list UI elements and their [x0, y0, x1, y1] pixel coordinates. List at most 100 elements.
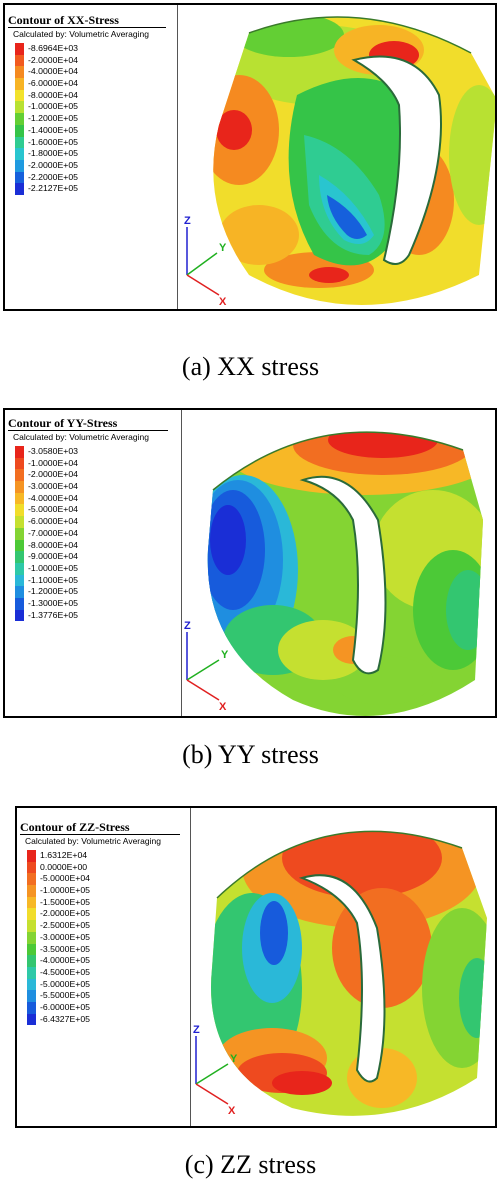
legend-swatch — [27, 896, 36, 909]
legend-level-label: -2.2000E+05 — [28, 171, 78, 182]
legend-swatch — [15, 516, 24, 528]
legend-entry: -3.0580E+03 — [15, 446, 78, 458]
legend-title-rule — [8, 27, 166, 28]
legend-entry: -1.5000E+05 — [27, 896, 90, 909]
legend-entry: -1.3000E+05 — [15, 597, 78, 610]
legend-swatch — [27, 978, 36, 991]
legend-swatch — [15, 539, 24, 552]
legend-swatch — [15, 504, 24, 517]
legend-swatch — [15, 136, 24, 149]
legend-swatch — [27, 920, 36, 932]
legend-level-label: -1.6000E+05 — [28, 136, 78, 147]
legend-subtitle: Calculated by: Volumetric Averaging — [13, 29, 149, 39]
coordinate-triad: Z Y X — [184, 620, 229, 713]
legend-swatch — [15, 586, 24, 598]
panel-divider — [181, 410, 182, 716]
legend-swatch — [15, 446, 24, 458]
legend-entry: -9.0000E+04 — [15, 551, 78, 563]
legend-swatch — [15, 124, 24, 137]
legend-entry: -2.0000E+04 — [15, 469, 78, 482]
legend-entry: -1.1000E+05 — [15, 574, 78, 587]
legend-zz: Contour of ZZ-Stress Calculated by: Volu… — [17, 808, 190, 1026]
legend-level-label: -1.0000E+05 — [28, 101, 78, 112]
legend-entry: -1.4000E+05 — [15, 124, 78, 137]
legend-title: Contour of XX-Stress — [8, 13, 119, 27]
legend-level-label: -7.0000E+04 — [28, 527, 78, 538]
axis-y-label: Y — [219, 242, 227, 254]
legend-title-rule — [8, 430, 168, 431]
legend-entry: -1.6000E+05 — [15, 136, 78, 149]
axis-x-label: X — [219, 701, 227, 713]
legend-level-label: -8.0000E+04 — [28, 89, 78, 100]
legend-swatch — [27, 1001, 36, 1014]
legend-entry: 0.0000E+00 — [27, 861, 90, 874]
legend-level-label: -8.0000E+04 — [28, 539, 78, 550]
legend-entry: -3.0000E+05 — [27, 931, 90, 944]
legend-entry: -1.3776E+05 — [15, 609, 78, 622]
legend-level-label: -3.0580E+03 — [28, 446, 78, 456]
axis-z-label: Z — [184, 215, 191, 227]
legend-level-label: -1.8000E+05 — [28, 148, 78, 159]
legend-entry: -2.2127E+05 — [15, 183, 78, 195]
color-scale: -8.6964E+03 -2.0000E+04 -4.0000E+04 -6.0000… — [15, 43, 78, 195]
legend-level-label: -9.0000E+04 — [28, 551, 78, 562]
legend-level-label: -4.0000E+04 — [28, 492, 78, 503]
legend-level-label: 1.6312E+04 — [40, 850, 88, 860]
legend-swatch — [15, 562, 24, 575]
legend-entry: 1.6312E+04 — [27, 850, 90, 862]
legend-swatch — [15, 481, 24, 493]
axis-z-label: Z — [184, 620, 191, 632]
legend-title: Contour of ZZ-Stress — [20, 820, 130, 834]
legend-level-label: -6.0000E+04 — [28, 78, 78, 89]
legend-level-label: -1.5000E+05 — [40, 896, 90, 907]
legend-xx: Contour of XX-Stress Calculated by: Volu… — [5, 5, 177, 195]
legend-swatch — [27, 943, 36, 956]
legend-level-label: -1.2000E+05 — [28, 586, 78, 597]
legend-swatch — [15, 159, 24, 172]
legend-entry: -1.0000E+05 — [15, 101, 78, 114]
color-scale: 1.6312E+04 0.0000E+00 -5.0000E+04 -1.0000E+… — [27, 850, 90, 1026]
legend-level-label: -6.0000E+05 — [40, 1001, 90, 1012]
figure-panel-zz: Contour of ZZ-Stress Calculated by: Volu… — [15, 806, 497, 1128]
legend-entry: -5.5000E+05 — [27, 990, 90, 1002]
legend-swatch — [27, 908, 36, 921]
legend-swatch — [27, 955, 36, 967]
legend-entry: -6.0000E+05 — [27, 1001, 90, 1014]
legend-entry: -5.0000E+04 — [15, 504, 78, 517]
legend-swatch — [27, 850, 36, 862]
legend-entry: -6.4327E+05 — [27, 1013, 90, 1026]
caption-b: (b) YY stress — [182, 740, 319, 769]
axis-x-label: X — [228, 1105, 236, 1117]
legend-level-label: -6.4327E+05 — [40, 1013, 90, 1024]
legend-level-label: -5.0000E+04 — [28, 504, 78, 515]
legend-level-label: -3.0000E+05 — [40, 931, 90, 942]
legend-level-label: -2.5000E+05 — [40, 920, 90, 931]
legend-level-label: -4.5000E+05 — [40, 966, 90, 977]
legend-level-label: -1.0000E+04 — [28, 457, 78, 468]
legend-subtitle: Calculated by: Volumetric Averaging — [13, 432, 149, 442]
legend-swatch — [15, 597, 24, 610]
legend-entry: -4.0000E+05 — [27, 955, 90, 967]
legend-title: Contour of YY-Stress — [8, 416, 118, 430]
legend-level-label: -3.5000E+05 — [40, 943, 90, 954]
legend-swatch — [27, 1013, 36, 1026]
legend-entry: -8.0000E+04 — [15, 539, 78, 552]
legend-level-label: -4.0000E+04 — [28, 66, 78, 77]
legend-swatch — [15, 113, 24, 125]
legend-swatch — [27, 861, 36, 874]
legend-swatch — [27, 931, 36, 944]
caption-a: (a) XX stress — [181, 352, 320, 381]
axis-y-label: Y — [230, 1053, 238, 1065]
legend-yy: Contour of YY-Stress Calculated by: Volu… — [5, 410, 181, 622]
legend-swatch — [15, 78, 24, 90]
contour-model-zz: Z Y X — [193, 830, 487, 1117]
legend-entry: -2.5000E+05 — [27, 920, 90, 932]
legend-entry: -6.0000E+04 — [15, 516, 78, 528]
legend-entry: -5.0000E+05 — [27, 978, 90, 991]
legend-level-label: 0.0000E+00 — [40, 861, 88, 872]
legend-swatch — [15, 43, 24, 55]
legend-entry: -1.8000E+05 — [15, 148, 78, 160]
legend-level-label: -2.0000E+05 — [28, 159, 78, 170]
axis-y-label: Y — [221, 649, 229, 661]
legend-swatch — [15, 551, 24, 563]
